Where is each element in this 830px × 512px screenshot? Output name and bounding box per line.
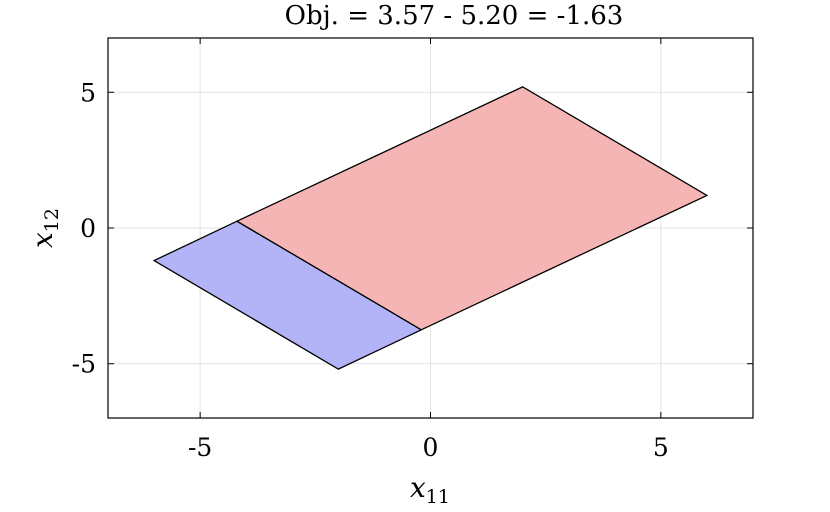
y-axis-label: x12 bbox=[26, 208, 63, 248]
y-tick-label: 5 bbox=[80, 78, 96, 107]
x-tick-label: 5 bbox=[653, 433, 669, 462]
x-tick-label: 0 bbox=[423, 433, 439, 462]
ticks bbox=[108, 38, 753, 418]
tick-labels: -5 0 5 -5 0 5 bbox=[72, 78, 669, 462]
x-tick-label: -5 bbox=[188, 433, 212, 462]
x-axis-label: x11 bbox=[410, 471, 450, 508]
regions bbox=[152, 86, 709, 370]
y-tick-label: -5 bbox=[72, 350, 96, 379]
y-tick-label: 0 bbox=[80, 214, 96, 243]
chart-title: Obj. = 3.57 - 5.20 = -1.63 bbox=[285, 1, 624, 31]
region-polygon-2 bbox=[235, 86, 709, 331]
